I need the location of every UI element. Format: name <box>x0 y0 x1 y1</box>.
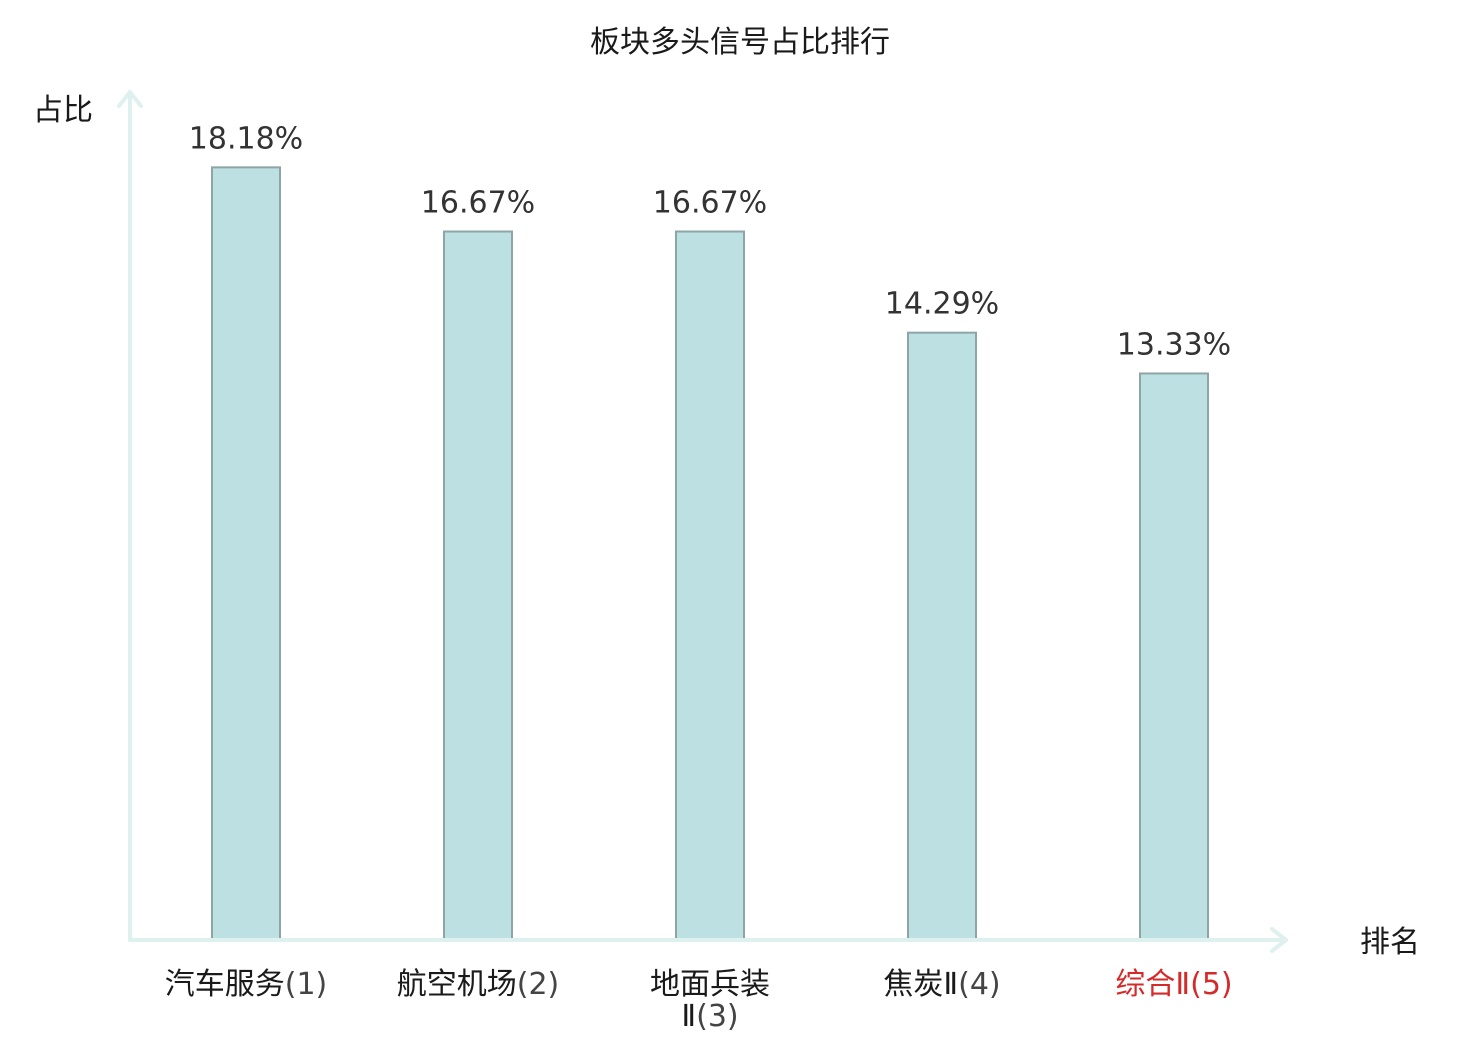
category-label-5: 综合Ⅱ(5) <box>1115 967 1232 1002</box>
value-label-2: 16.67% <box>421 186 535 221</box>
bars-group <box>211 166 1209 942</box>
value-label-1: 18.18% <box>189 121 303 156</box>
bar-4 <box>907 331 977 941</box>
category-labels-group: 汽车服务(1) 航空机场(2) 地面兵装 Ⅱ(3) 焦炭Ⅱ(4) 综合Ⅱ(5) <box>165 967 1233 1034</box>
bar-5 <box>1139 372 1209 942</box>
value-label-4: 14.29% <box>885 287 999 322</box>
x-axis-arrow-icon <box>1270 927 1288 953</box>
chart-title: 板块多头信号占比排行 <box>590 25 890 60</box>
y-axis-label: 占比 <box>33 93 93 128</box>
y-axis-arrow-icon <box>117 90 143 108</box>
x-axis-label: 排名 <box>1360 925 1420 960</box>
value-label-3: 16.67% <box>653 186 767 221</box>
category-label-2: 航空机场(2) <box>397 967 560 1002</box>
value-labels-group: 18.18% 16.67% 16.67% 14.29% 13.33% <box>189 121 1231 362</box>
category-label-3: 地面兵装 Ⅱ(3) <box>650 967 770 1034</box>
bar-3 <box>675 230 745 941</box>
value-label-5: 13.33% <box>1117 327 1231 362</box>
bar-2 <box>443 230 513 941</box>
category-label-4: 焦炭Ⅱ(4) <box>883 967 1000 1002</box>
bar-1 <box>211 166 281 942</box>
category-label-1: 汽车服务(1) <box>165 967 328 1002</box>
